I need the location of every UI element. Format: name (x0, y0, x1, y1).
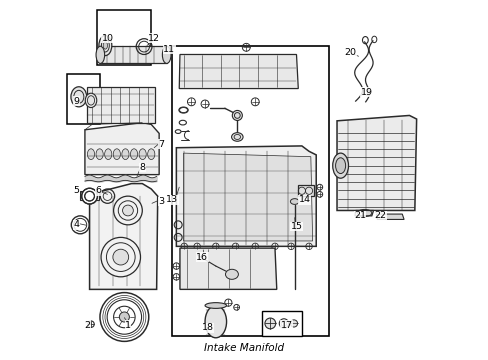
Ellipse shape (113, 149, 120, 159)
Polygon shape (354, 211, 373, 216)
Bar (97, 10, 150, 65)
Polygon shape (179, 54, 298, 89)
Polygon shape (336, 116, 416, 211)
Polygon shape (183, 153, 312, 241)
Text: 9: 9 (74, 96, 80, 105)
Ellipse shape (130, 149, 137, 159)
Ellipse shape (96, 46, 104, 63)
Text: 3: 3 (158, 197, 164, 206)
Ellipse shape (231, 133, 243, 141)
Ellipse shape (290, 320, 297, 327)
Text: 14: 14 (298, 195, 310, 204)
Ellipse shape (81, 188, 97, 204)
Bar (172, 45, 328, 336)
Text: 22: 22 (374, 211, 386, 220)
Polygon shape (80, 192, 99, 201)
Text: 18: 18 (202, 323, 213, 332)
Text: 4: 4 (74, 220, 80, 229)
Polygon shape (89, 184, 158, 289)
Ellipse shape (85, 93, 97, 108)
Polygon shape (298, 185, 314, 196)
Ellipse shape (162, 46, 171, 63)
Text: 10: 10 (102, 34, 113, 43)
Bar (100, 46, 166, 63)
Ellipse shape (104, 149, 112, 159)
Ellipse shape (139, 149, 146, 159)
Text: 12: 12 (148, 34, 160, 43)
Bar (67, 74, 100, 125)
Ellipse shape (113, 249, 128, 265)
Ellipse shape (122, 149, 129, 159)
Text: 8: 8 (139, 163, 145, 172)
Polygon shape (376, 214, 403, 220)
Ellipse shape (147, 149, 155, 159)
Ellipse shape (232, 111, 242, 121)
Polygon shape (180, 248, 276, 289)
Ellipse shape (119, 312, 129, 322)
Text: 1: 1 (125, 321, 131, 330)
Bar (262, 311, 301, 336)
Text: 21: 21 (353, 211, 365, 220)
Ellipse shape (113, 196, 142, 225)
Ellipse shape (99, 36, 112, 55)
Ellipse shape (101, 237, 140, 277)
Text: 13: 13 (165, 195, 178, 204)
Text: 6: 6 (95, 186, 101, 195)
Text: 19: 19 (360, 87, 372, 96)
Ellipse shape (335, 158, 345, 174)
Polygon shape (176, 146, 316, 246)
Text: Intake Manifold: Intake Manifold (204, 343, 284, 353)
Ellipse shape (225, 269, 238, 279)
Ellipse shape (264, 318, 275, 329)
Text: 7: 7 (158, 140, 164, 149)
Ellipse shape (332, 153, 348, 178)
Ellipse shape (204, 303, 226, 309)
Text: 20: 20 (344, 48, 356, 57)
Text: 5: 5 (74, 186, 80, 195)
Ellipse shape (96, 149, 103, 159)
Text: 15: 15 (290, 222, 302, 231)
Ellipse shape (122, 205, 133, 216)
Ellipse shape (71, 87, 86, 107)
Text: 16: 16 (196, 253, 208, 262)
Polygon shape (86, 87, 155, 123)
Polygon shape (85, 123, 159, 175)
Ellipse shape (87, 149, 94, 159)
Text: 2: 2 (84, 321, 90, 330)
Ellipse shape (204, 306, 226, 338)
Ellipse shape (290, 199, 298, 204)
Ellipse shape (103, 42, 107, 49)
Text: 11: 11 (163, 45, 175, 54)
Text: 17: 17 (280, 321, 292, 330)
